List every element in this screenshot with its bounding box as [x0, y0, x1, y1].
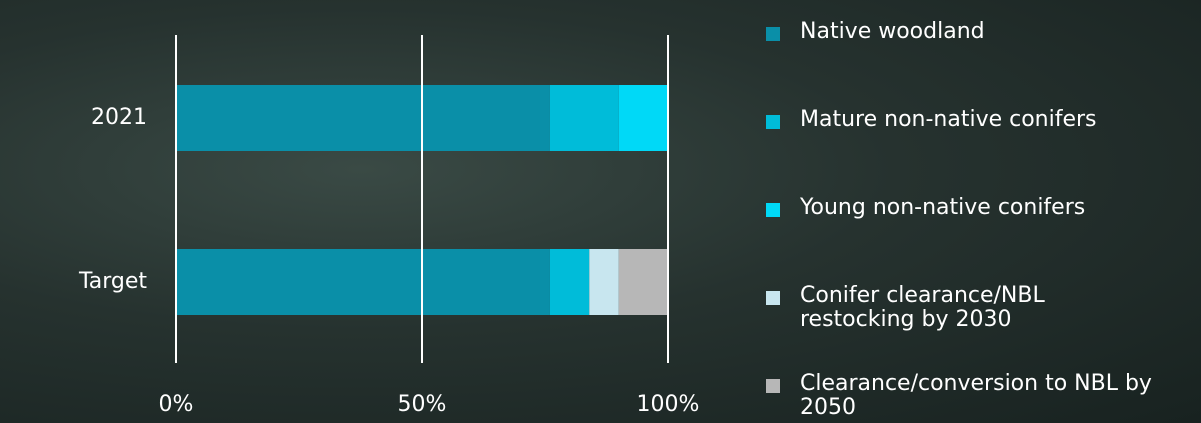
bar-segment [589, 249, 619, 315]
legend-swatch [766, 27, 780, 41]
legend: Native woodland Mature non-native conifer… [766, 0, 1201, 423]
legend-item: Native woodland [766, 20, 1201, 44]
legend-label: Clearance/conversion to NBL by 2050 [800, 372, 1201, 420]
bar-segment [550, 249, 589, 315]
legend-swatch [766, 291, 780, 305]
y-tick-label: 2021 [91, 105, 147, 130]
x-tick-label: 100% [637, 392, 700, 417]
legend-item: Clearance/conversion to NBL by 2050 [766, 372, 1201, 420]
legend-label: Young non-native conifers [800, 196, 1100, 220]
bar-segment [550, 85, 619, 151]
legend-item: Young non-native conifers [766, 196, 1201, 220]
legend-label: Conifer clearance/NBL restocking by 2030 [800, 284, 1100, 332]
bar-segment [619, 249, 668, 315]
bar-segment [176, 249, 550, 315]
legend-swatch [766, 115, 780, 129]
legend-swatch [766, 203, 780, 217]
chart: 2021 Target 0% 50% 100% [0, 0, 740, 423]
x-tick-label: 0% [159, 392, 194, 417]
legend-label: Native woodland [800, 20, 1100, 44]
legend-item: Mature non-native conifers [766, 108, 1201, 132]
y-tick-label: Target [78, 269, 147, 294]
bar-segment [176, 85, 550, 151]
bar-segment [619, 85, 668, 151]
x-tick-label: 50% [398, 392, 447, 417]
legend-item: Conifer clearance/NBL restocking by 2030 [766, 284, 1201, 332]
legend-label: Mature non-native conifers [800, 108, 1100, 132]
page: 2021 Target 0% 50% 100% Native woodland Matur… [0, 0, 1201, 423]
legend-swatch [766, 379, 780, 393]
